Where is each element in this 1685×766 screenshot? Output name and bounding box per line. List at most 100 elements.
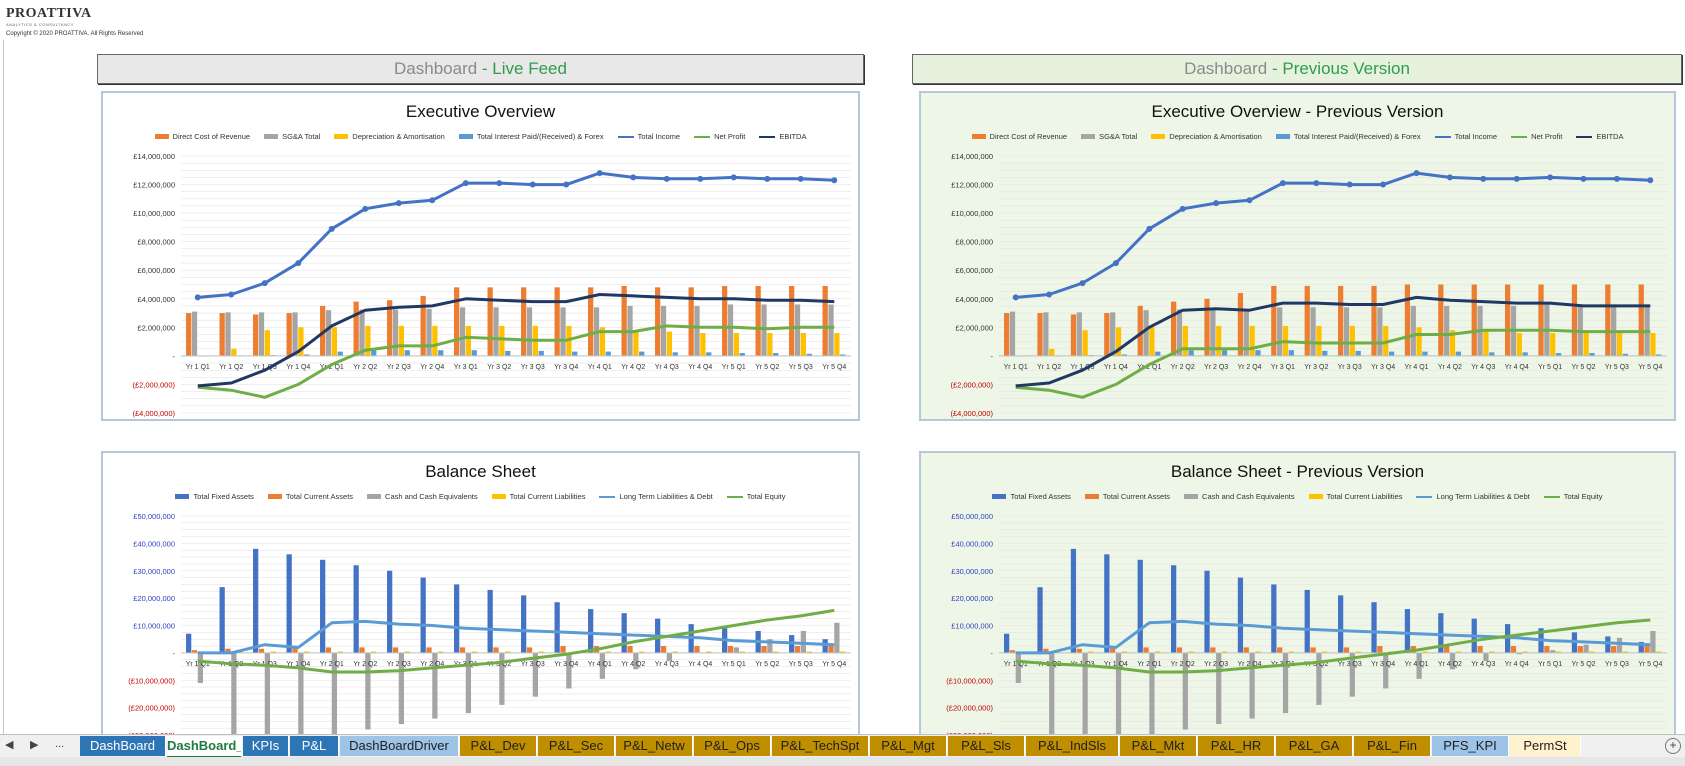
point-total-income[interactable] <box>630 174 637 181</box>
bar-total-fixed-assets[interactable] <box>286 554 292 653</box>
bar-depreciation-amortisation[interactable] <box>633 330 639 356</box>
bar-depreciation-amortisation[interactable] <box>465 325 472 356</box>
bar-total-interest-paid-received-forex[interactable] <box>1255 350 1261 356</box>
bar-direct-cost-of-revenue[interactable] <box>1404 284 1411 356</box>
bar-total-current-assets[interactable] <box>560 646 566 653</box>
bar-sg-a-total[interactable] <box>1410 305 1416 356</box>
sheet-tab[interactable]: P&L_Mgt <box>870 736 947 756</box>
bar-cash-and-cash-equivalents[interactable] <box>599 652 606 679</box>
bar-total-fixed-assets[interactable] <box>353 565 359 653</box>
bar-depreciation-amortisation[interactable] <box>499 325 505 356</box>
bar-cash-and-cash-equivalents[interactable] <box>1550 650 1556 653</box>
bar-direct-cost-of-revenue[interactable] <box>1471 284 1477 356</box>
point-total-income[interactable] <box>1313 180 1320 187</box>
bar-direct-cost-of-revenue[interactable] <box>219 313 225 356</box>
bar-cash-and-cash-equivalents[interactable] <box>1149 652 1155 734</box>
bar-total-fixed-assets[interactable] <box>1204 570 1210 653</box>
sheet-tab[interactable]: KPIs <box>243 736 289 756</box>
point-total-income[interactable] <box>663 175 670 182</box>
point-total-income[interactable] <box>1146 225 1153 232</box>
bar-total-interest-paid-received-forex[interactable] <box>1522 352 1528 356</box>
bar-total-current-liabilities[interactable] <box>773 651 779 653</box>
line-net-profit[interactable] <box>197 324 835 399</box>
bar-total-current-assets[interactable] <box>1377 646 1383 653</box>
bar-total-fixed-assets[interactable] <box>320 559 326 653</box>
bar-cash-and-cash-equivalents[interactable] <box>398 652 405 725</box>
bar-cash-and-cash-equivalents[interactable] <box>767 639 773 653</box>
bar-depreciation-amortisation[interactable] <box>1249 325 1255 356</box>
bar-sg-a-total[interactable] <box>292 312 298 356</box>
bar-total-current-liabilities[interactable] <box>1622 651 1628 653</box>
bar-direct-cost-of-revenue[interactable] <box>621 285 627 356</box>
point-total-income[interactable] <box>730 174 737 181</box>
bar-depreciation-amortisation[interactable] <box>767 333 773 356</box>
bar-total-fixed-assets[interactable] <box>387 570 393 653</box>
bar-total-current-assets[interactable] <box>1277 647 1283 653</box>
add-sheet-button[interactable]: + <box>1665 738 1681 754</box>
bar-total-current-liabilities[interactable] <box>1155 651 1161 653</box>
bar-direct-cost-of-revenue[interactable] <box>1137 305 1143 356</box>
bar-total-current-assets[interactable] <box>359 647 365 653</box>
bar-total-current-liabilities[interactable] <box>739 651 745 653</box>
bar-sg-a-total[interactable] <box>560 307 566 356</box>
bar-total-fixed-assets[interactable] <box>1338 595 1344 653</box>
point-total-income[interactable] <box>1446 174 1453 181</box>
bar-cash-and-cash-equivalents[interactable] <box>532 652 539 697</box>
bar-direct-cost-of-revenue[interactable] <box>521 287 527 356</box>
bar-total-current-liabilities[interactable] <box>1455 651 1461 653</box>
bar-depreciation-amortisation[interactable] <box>1049 348 1055 356</box>
bar-total-current-liabilities[interactable] <box>538 651 544 653</box>
bar-depreciation-amortisation[interactable] <box>1182 325 1188 356</box>
line-total-income[interactable] <box>197 171 835 299</box>
bar-depreciation-amortisation[interactable] <box>1115 327 1122 356</box>
bar-cash-and-cash-equivalents[interactable] <box>1082 652 1088 734</box>
bar-cash-and-cash-equivalents[interactable] <box>465 652 472 714</box>
bar-direct-cost-of-revenue[interactable] <box>1605 284 1611 356</box>
bar-total-current-liabilities[interactable] <box>371 651 377 653</box>
bar-direct-cost-of-revenue[interactable] <box>688 287 694 356</box>
bar-direct-cost-of-revenue[interactable] <box>554 287 560 356</box>
bar-sg-a-total[interactable] <box>1444 305 1450 356</box>
bar-cash-and-cash-equivalents[interactable] <box>633 652 639 670</box>
bar-total-current-assets[interactable] <box>1444 646 1450 653</box>
bar-cash-and-cash-equivalents[interactable] <box>499 652 505 705</box>
bar-sg-a-total[interactable] <box>727 304 734 356</box>
bar-total-fixed-assets[interactable] <box>487 589 493 653</box>
bar-total-current-liabilities[interactable] <box>1555 651 1562 653</box>
bar-total-current-liabilities[interactable] <box>1422 651 1428 653</box>
point-total-income[interactable] <box>1213 200 1220 207</box>
bar-total-fixed-assets[interactable] <box>1237 577 1244 653</box>
bar-depreciation-amortisation[interactable] <box>1416 327 1422 356</box>
bar-total-interest-paid-received-forex[interactable] <box>773 353 779 356</box>
bar-sg-a-total[interactable] <box>493 307 499 356</box>
sheet-tab[interactable]: P&L_Dev <box>460 736 537 756</box>
point-total-income[interactable] <box>1513 175 1520 182</box>
sheet-tab[interactable]: P&L_Sls <box>948 736 1025 756</box>
bar-total-fixed-assets[interactable] <box>1438 613 1444 653</box>
point-total-income[interactable] <box>462 180 469 187</box>
bar-cash-and-cash-equivalents[interactable] <box>1650 630 1656 653</box>
bar-sg-a-total[interactable] <box>1377 307 1383 356</box>
point-total-income[interactable] <box>295 260 302 267</box>
bar-cash-and-cash-equivalents[interactable] <box>1216 652 1222 725</box>
point-total-income[interactable] <box>1413 170 1420 177</box>
bar-total-interest-paid-received-forex[interactable] <box>672 352 678 356</box>
line-ebitda[interactable] <box>197 293 835 388</box>
bar-depreciation-amortisation[interactable] <box>432 325 438 356</box>
bar-depreciation-amortisation[interactable] <box>1516 333 1522 356</box>
bar-total-current-liabilities[interactable] <box>270 651 276 653</box>
bar-direct-cost-of-revenue[interactable] <box>1104 313 1110 356</box>
sheet-tab[interactable]: P&L_IndSls <box>1026 736 1119 756</box>
point-total-income[interactable] <box>1380 181 1387 188</box>
point-total-income[interactable] <box>596 170 603 177</box>
bar-total-interest-paid-received-forex[interactable] <box>438 350 444 356</box>
line-long-term-liabilities-debt[interactable] <box>1015 619 1651 655</box>
bar-depreciation-amortisation[interactable] <box>331 327 338 356</box>
sheet-tab[interactable]: P&L_HR <box>1198 736 1275 756</box>
point-total-income[interactable] <box>496 180 503 187</box>
bar-total-interest-paid-received-forex[interactable] <box>1555 353 1562 356</box>
bar-direct-cost-of-revenue[interactable] <box>286 313 292 356</box>
sheet-tab[interactable]: PermSt <box>1510 736 1581 756</box>
bar-total-current-assets[interactable] <box>660 646 667 653</box>
bar-cash-and-cash-equivalents[interactable] <box>432 652 438 719</box>
